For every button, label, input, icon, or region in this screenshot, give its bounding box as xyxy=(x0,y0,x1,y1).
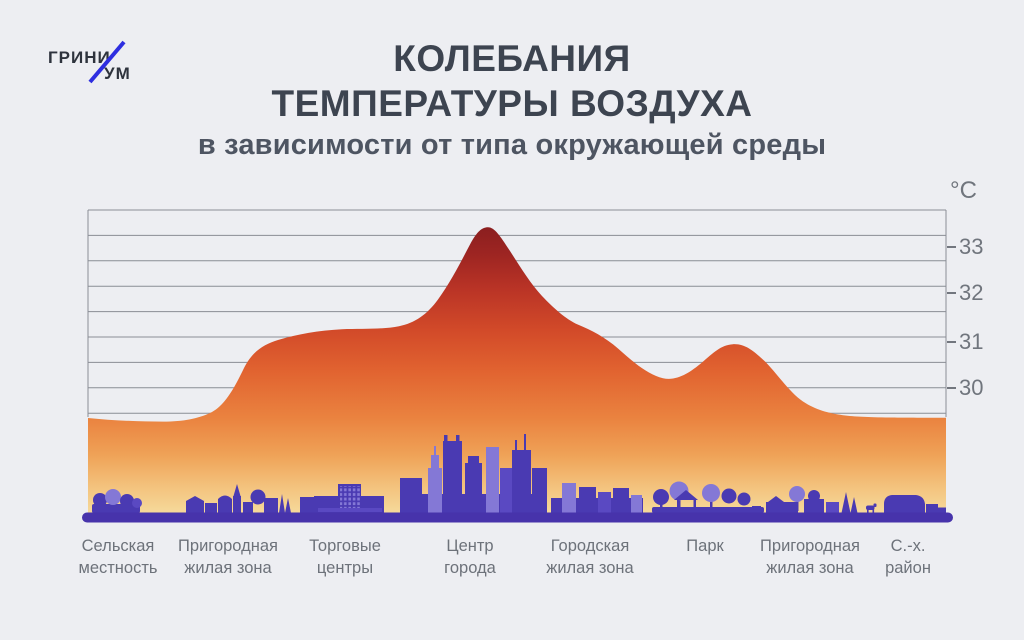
brand-logo-line1: ГРИНИ xyxy=(48,48,111,67)
city-skyline xyxy=(92,434,946,513)
x-label-rural: Сельская местность xyxy=(78,537,158,577)
y-axis-tick-marks xyxy=(947,246,956,389)
x-label-suburban-residential-2: Пригородная жилая зона xyxy=(760,537,860,577)
ground-line xyxy=(82,512,953,523)
y-tick-30: 30 xyxy=(947,374,983,402)
page-title: КОЛЕБАНИЯ ТЕМПЕРАТУРЫ ВОЗДУХА xyxy=(0,36,1024,126)
brand-logo: ГРИНИ УМ xyxy=(48,40,158,90)
page-title-line1: КОЛЕБАНИЯ xyxy=(393,38,631,79)
x-label-shopping-centers: Торговые центры xyxy=(309,537,381,577)
x-label-suburban-residential-1: Пригородная жилая зона xyxy=(178,537,278,577)
brand-logo-slash-icon xyxy=(88,40,126,84)
page-subtitle: в зависимости от типа окружающей среды xyxy=(197,129,827,161)
x-label-urban-residential: Городская жилая зона xyxy=(546,537,634,577)
y-tick-32: 32 xyxy=(947,279,983,307)
brand-logo-line2: УМ xyxy=(104,64,131,83)
x-label-downtown: Центр города xyxy=(444,537,496,577)
temperature-area xyxy=(88,227,946,517)
y-axis-unit: °C xyxy=(950,177,977,204)
x-label-farmland: С.-х. район xyxy=(885,537,931,577)
y-tick-31: 31 xyxy=(947,328,983,356)
x-label-park: Парк xyxy=(686,537,724,555)
page-title-line2: ТЕМПЕРАТУРЫ ВОЗДУХА xyxy=(271,83,753,124)
y-tick-33: 33 xyxy=(947,233,983,261)
